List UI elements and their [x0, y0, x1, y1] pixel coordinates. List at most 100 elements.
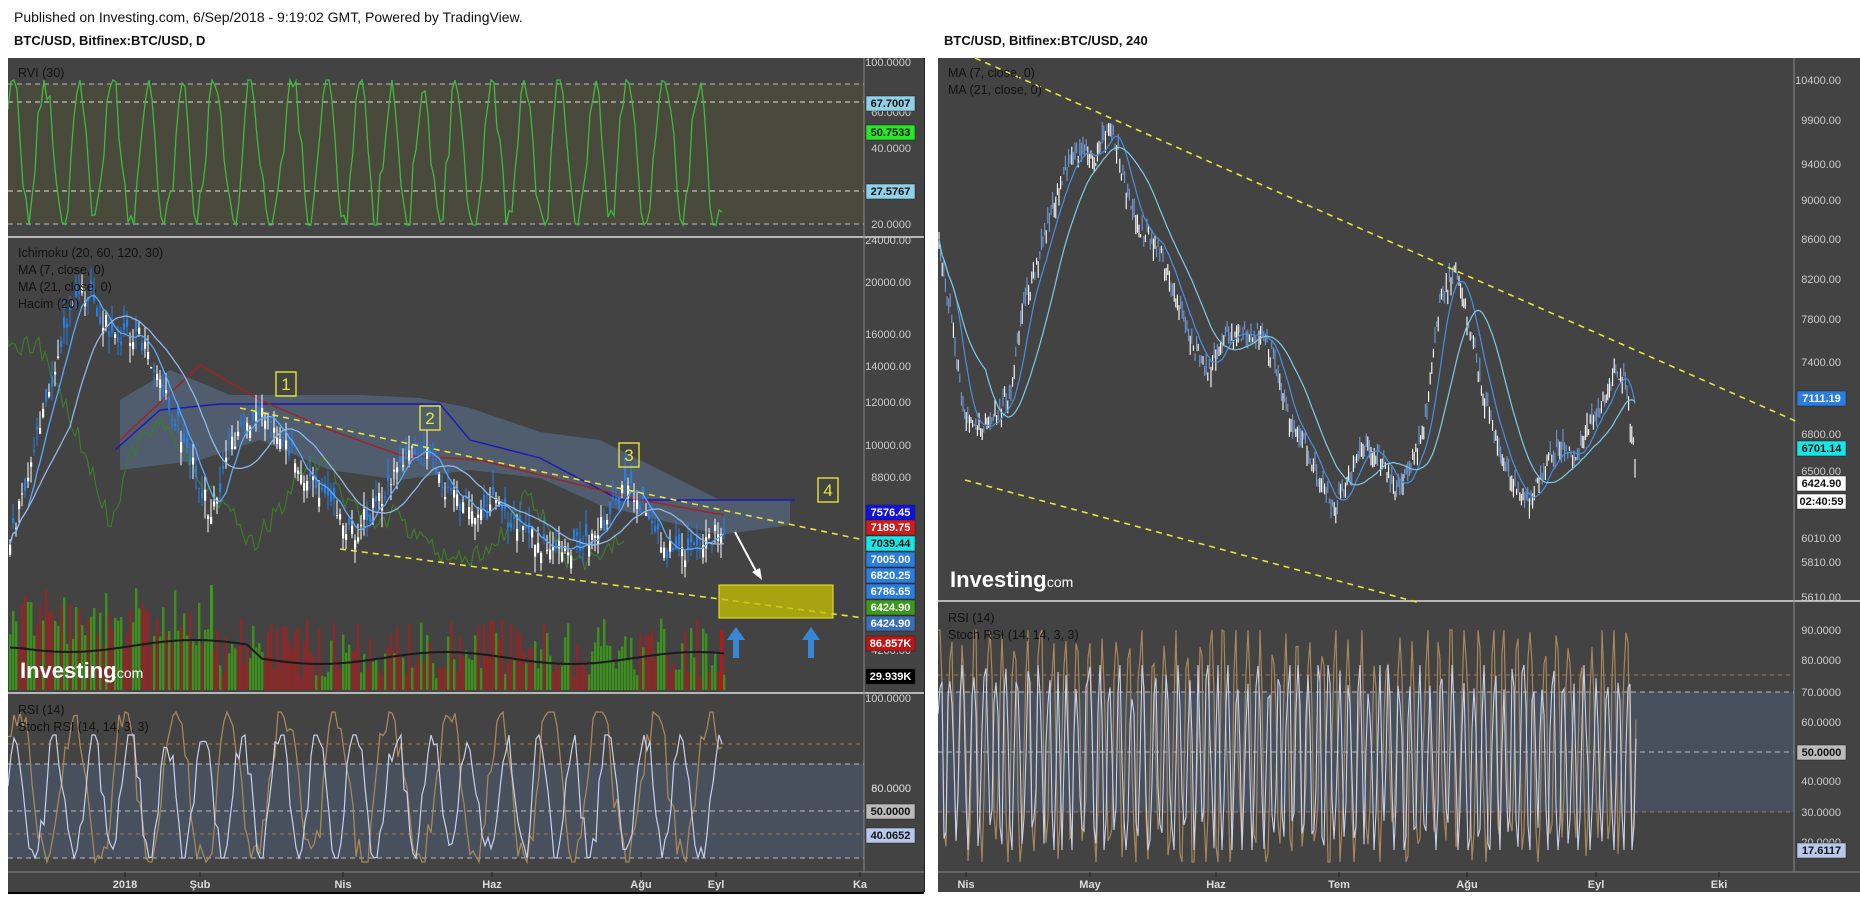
price-badge — [865, 567, 916, 584]
right-stochrsi-line — [938, 628, 1637, 863]
candle-body — [624, 467, 627, 481]
candle-body — [639, 504, 642, 513]
volume-bar — [303, 641, 306, 690]
candle-body — [606, 519, 609, 525]
volume-bar — [498, 639, 501, 690]
candle-body — [318, 497, 321, 507]
volume-bar — [522, 651, 525, 690]
volume-bar — [231, 643, 234, 690]
volume-bar — [675, 669, 678, 690]
candle-body — [693, 542, 696, 546]
volume-bar — [651, 630, 654, 690]
volume-bar — [465, 650, 468, 690]
volume-bar — [648, 635, 651, 690]
price-badge-text: 29.939K — [870, 671, 912, 683]
volume-bar — [396, 627, 399, 690]
volume-bar — [198, 602, 201, 690]
volume-bar — [318, 628, 321, 690]
candle-body — [360, 524, 363, 527]
volume-bar — [291, 649, 294, 690]
right-rsi-badge-text: 50.0000 — [1802, 747, 1842, 759]
candle-body — [561, 552, 564, 562]
candle-body — [579, 538, 582, 551]
volume-bar — [351, 650, 354, 690]
candle-body — [330, 491, 333, 502]
rsi-line — [8, 732, 723, 861]
volume-bar — [537, 668, 540, 690]
price-badge-text: 86.857K — [870, 638, 912, 650]
right-upper-trendline — [974, 57, 1801, 424]
candle-body — [537, 542, 540, 553]
volume-bar — [552, 672, 555, 690]
volume-bar — [435, 677, 438, 690]
candle-body — [396, 467, 399, 473]
candle-body — [60, 341, 63, 347]
volume-bar — [642, 647, 645, 690]
volume-bar — [684, 631, 687, 690]
volume-bar — [333, 623, 336, 690]
candle-body — [129, 343, 132, 346]
volume-bar — [201, 644, 204, 690]
right-lower-trendline — [964, 479, 1421, 604]
right-price-tick: 6010.00 — [1801, 533, 1841, 545]
price-tick: 12000.00 — [865, 397, 911, 409]
wave-box — [817, 477, 839, 503]
volume-bar — [366, 669, 369, 690]
candle-body — [99, 316, 102, 324]
candle-body — [162, 384, 165, 397]
candle-body — [531, 529, 534, 538]
ichimoku-legend: Ichimoku (20, 60, 120, 30) — [18, 246, 163, 260]
volume-bar — [528, 648, 531, 690]
ma21-legend: MA (21, close, 0) — [18, 280, 112, 294]
candle-body — [282, 436, 285, 438]
right-price-badge-text: 6701.14 — [1802, 443, 1843, 455]
candle-body — [477, 514, 480, 518]
rvi-tick: 40.0000 — [871, 143, 911, 155]
candle-body — [669, 540, 672, 552]
volume-bar — [345, 652, 348, 690]
candle-body — [495, 497, 498, 503]
volume-bar — [513, 660, 516, 690]
volume-bar — [18, 645, 21, 690]
candle-body — [387, 475, 390, 482]
candle-body — [702, 544, 705, 558]
volume-bar — [186, 635, 189, 690]
price-badge — [865, 599, 916, 616]
candle-body — [432, 455, 435, 457]
candle-body — [447, 486, 450, 489]
candle-body — [522, 525, 525, 531]
volume-bar — [327, 671, 330, 690]
candle-body — [108, 331, 111, 337]
volume-bar — [693, 657, 696, 690]
volume-bar — [204, 629, 207, 690]
volume-bar — [96, 633, 99, 690]
candle-body — [165, 389, 168, 394]
candle-body — [573, 529, 576, 540]
candle-body — [456, 494, 459, 507]
price-tick: 16000.00 — [865, 329, 911, 341]
volume-bar — [540, 649, 543, 690]
volume-bar — [519, 633, 522, 690]
volume-bar — [228, 653, 231, 690]
candle-body — [672, 547, 675, 551]
candle-body — [366, 507, 369, 521]
volume-bar — [420, 622, 423, 690]
x-label: Şub — [190, 879, 211, 891]
volume-bar — [276, 627, 279, 690]
volume-bar — [561, 665, 564, 690]
volume-bar — [15, 621, 18, 690]
candle-body — [690, 534, 693, 543]
price-badge-text: 7189.75 — [871, 522, 911, 534]
right-rsi-tick: 60.0000 — [1801, 717, 1841, 729]
price-badge — [865, 635, 916, 652]
right-rsi-tick: 30.0000 — [1801, 807, 1841, 819]
volume-bar — [336, 659, 339, 690]
volume-bar — [690, 628, 693, 690]
volume-bar — [132, 622, 135, 690]
volume-bar — [225, 636, 228, 690]
volume-bar — [666, 653, 669, 690]
candle-body — [678, 534, 681, 546]
price-badge — [865, 551, 916, 568]
candle-body — [117, 336, 120, 343]
volume-bar — [657, 641, 660, 690]
